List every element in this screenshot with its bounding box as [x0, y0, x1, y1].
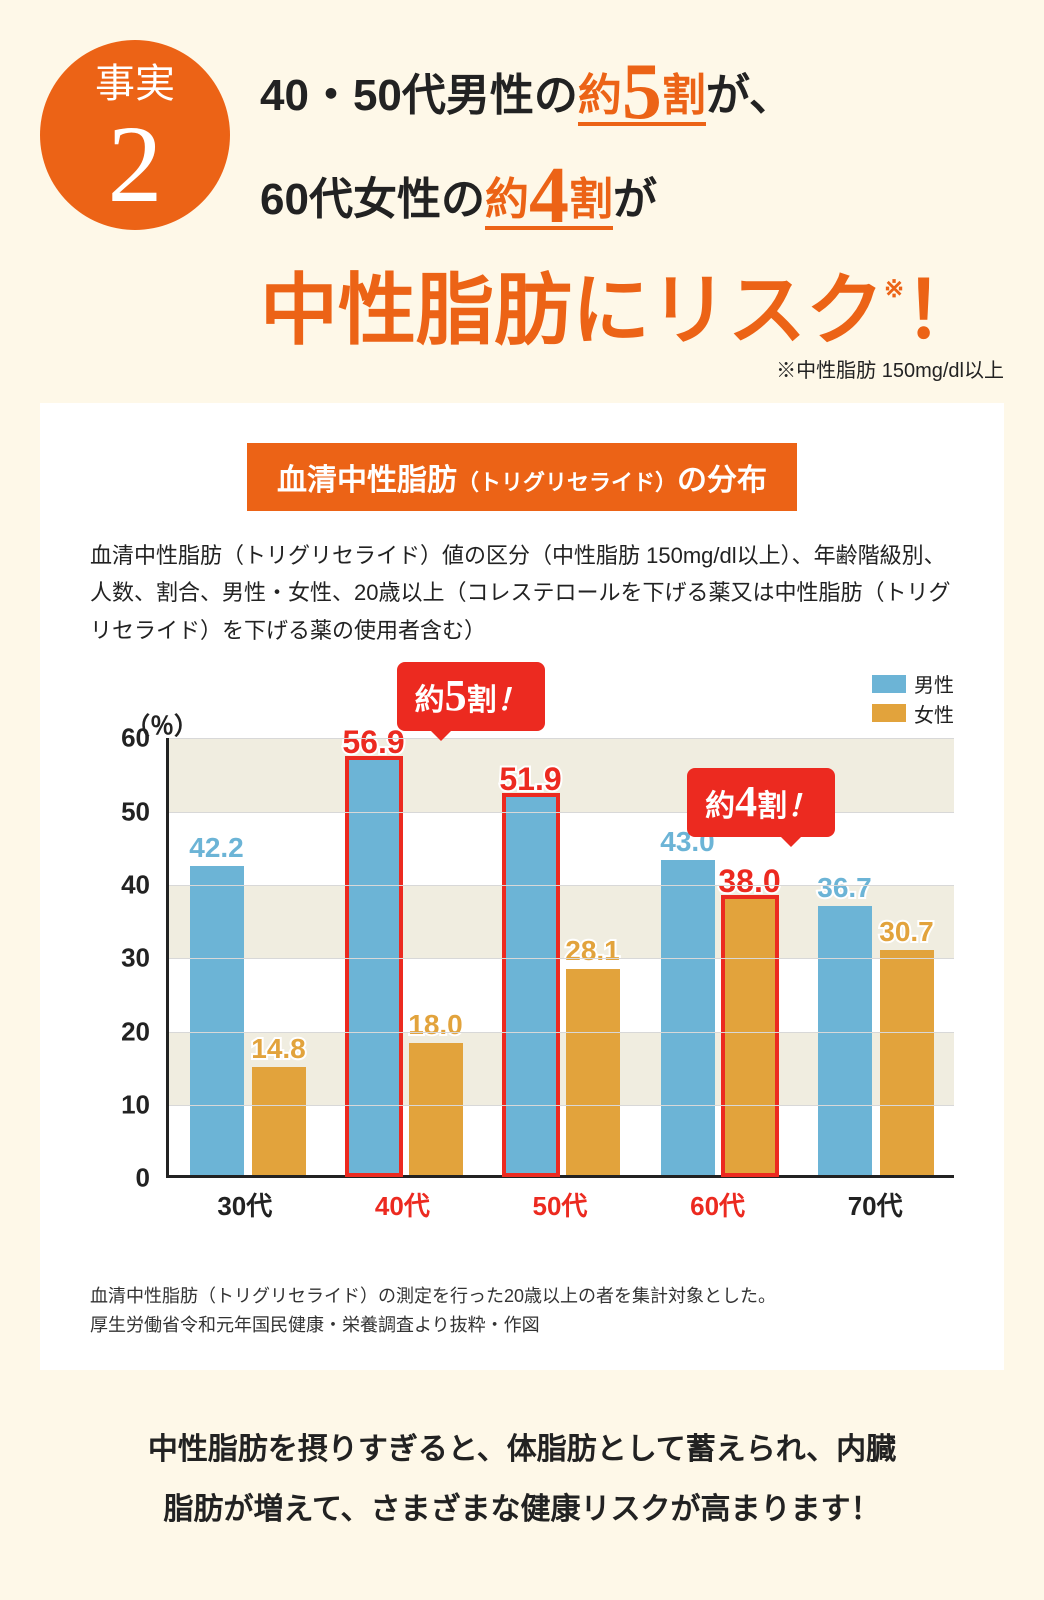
bar-value-label: 36.7	[817, 872, 872, 904]
bar-value-label: 56.9	[342, 724, 404, 761]
chart-card: 血清中性脂肪（トリグリセライド）の分布 血清中性脂肪（トリグリセライド）値の区分…	[40, 403, 1004, 1370]
x-tick-label: 60代	[639, 1186, 797, 1223]
bar-male: 56.9	[347, 758, 401, 1175]
headline-big: 中性脂肪にリスク※！	[260, 248, 1004, 360]
legend-male-label: 男性	[914, 669, 954, 698]
headline-row1-em: 約5割	[578, 71, 706, 126]
headline: 40・50代男性の約5割が、 60代女性の約4割が 中性脂肪にリスク※！ ※中性…	[260, 40, 1004, 383]
headline-row2-b: が	[613, 175, 657, 224]
x-tick-label: 40代	[324, 1186, 482, 1223]
headline-row2-em: 約4割	[485, 175, 613, 230]
y-tick-label: 60	[121, 723, 150, 754]
bar-value-label: 42.2	[189, 832, 244, 864]
legend-female-label: 女性	[914, 699, 954, 728]
bar-groups: 42.214.856.918.051.928.143.038.036.730.7	[169, 738, 954, 1175]
headline-row1-b: が、	[706, 71, 793, 120]
bar-female: 18.0	[409, 1043, 463, 1175]
headline-row-2: 60代女性の約4割が	[260, 144, 1004, 248]
y-tick-label: 20	[121, 1016, 150, 1047]
chart-callout: 約5割！	[397, 662, 545, 731]
chart-title: 血清中性脂肪（トリグリセライド）の分布	[247, 443, 797, 511]
chart-footnote: 血清中性脂肪（トリグリセライド）の測定を行った20歳以上の者を集計対象とした。 …	[90, 1282, 954, 1340]
chart-description: 血清中性脂肪（トリグリセライド）値の区分（中性脂肪 150mg/dl以上）、年齢…	[90, 537, 954, 649]
bottom-summary: 中性脂肪を摂りすぎると、体脂肪として蓄えられ、内臓 脂肪が増えて、さまざまな健康…	[40, 1420, 1004, 1540]
asterisk-mark: ※	[884, 277, 904, 303]
legend-male: 男性	[872, 669, 954, 698]
fact-badge-number: 2	[108, 109, 163, 219]
x-tick-label: 30代	[166, 1186, 324, 1223]
bottom-line-2: 脂肪が増えて、さまざまな健康リスクが高まります！	[40, 1480, 1004, 1540]
bar-male: 43.0	[661, 860, 715, 1175]
x-axis-labels: 30代40代50代60代70代	[166, 1186, 954, 1223]
x-tick-label: 70代	[796, 1186, 954, 1223]
y-tick-label: 0	[136, 1163, 150, 1194]
swatch-male	[872, 675, 906, 693]
y-tick-label: 30	[121, 943, 150, 974]
bar-group: 56.918.0	[326, 738, 483, 1175]
bar-value-label: 18.0	[408, 1009, 463, 1041]
swatch-female	[872, 704, 906, 722]
fact-badge-label: 事実	[95, 51, 175, 109]
bar-female: 30.7	[880, 950, 934, 1175]
headline-row-1: 40・50代男性の約5割が、	[260, 40, 1004, 144]
bar-value-label: 14.8	[251, 1033, 306, 1065]
bar-value-label: 30.7	[879, 916, 934, 948]
bar-value-label: 38.0	[718, 863, 780, 900]
bottom-line-1: 中性脂肪を摂りすぎると、体脂肪として蓄えられ、内臓	[40, 1420, 1004, 1480]
y-tick-label: 10	[121, 1089, 150, 1120]
bar-chart: （％） 0102030405060 42.214.856.918.051.928…	[90, 738, 954, 1258]
headline-row1-a: 40・50代男性の	[260, 71, 578, 120]
y-tick-label: 40	[121, 869, 150, 900]
bar-male: 42.2	[190, 866, 244, 1175]
bar-male: 36.7	[818, 906, 872, 1175]
bar-female: 28.1	[566, 969, 620, 1175]
y-axis-labels: 0102030405060	[90, 738, 160, 1178]
header-row: 事実 2 40・50代男性の約5割が、 60代女性の約4割が 中性脂肪にリスク※…	[40, 40, 1004, 383]
legend-female: 女性	[872, 699, 954, 728]
chart-callout: 約4割！	[687, 768, 835, 837]
headline-row2-a: 60代女性の	[260, 175, 485, 224]
chart-footnote-2: 厚生労働省令和元年国民健康・栄養調査より抜粋・作図	[90, 1311, 954, 1340]
bar-group: 42.214.8	[169, 738, 326, 1175]
bar-value-label: 51.9	[499, 761, 561, 798]
bar-male: 51.9	[504, 795, 558, 1176]
plot-area: 42.214.856.918.051.928.143.038.036.730.7…	[166, 738, 954, 1178]
chart-footnote-1: 血清中性脂肪（トリグリセライド）の測定を行った20歳以上の者を集計対象とした。	[90, 1282, 954, 1311]
fact-badge: 事実 2	[40, 40, 230, 230]
bar-female: 38.0	[723, 897, 777, 1176]
bar-group: 51.928.1	[483, 738, 640, 1175]
y-tick-label: 50	[121, 796, 150, 827]
bar-value-label: 28.1	[565, 935, 620, 967]
x-tick-label: 50代	[481, 1186, 639, 1223]
bar-female: 14.8	[252, 1067, 306, 1176]
